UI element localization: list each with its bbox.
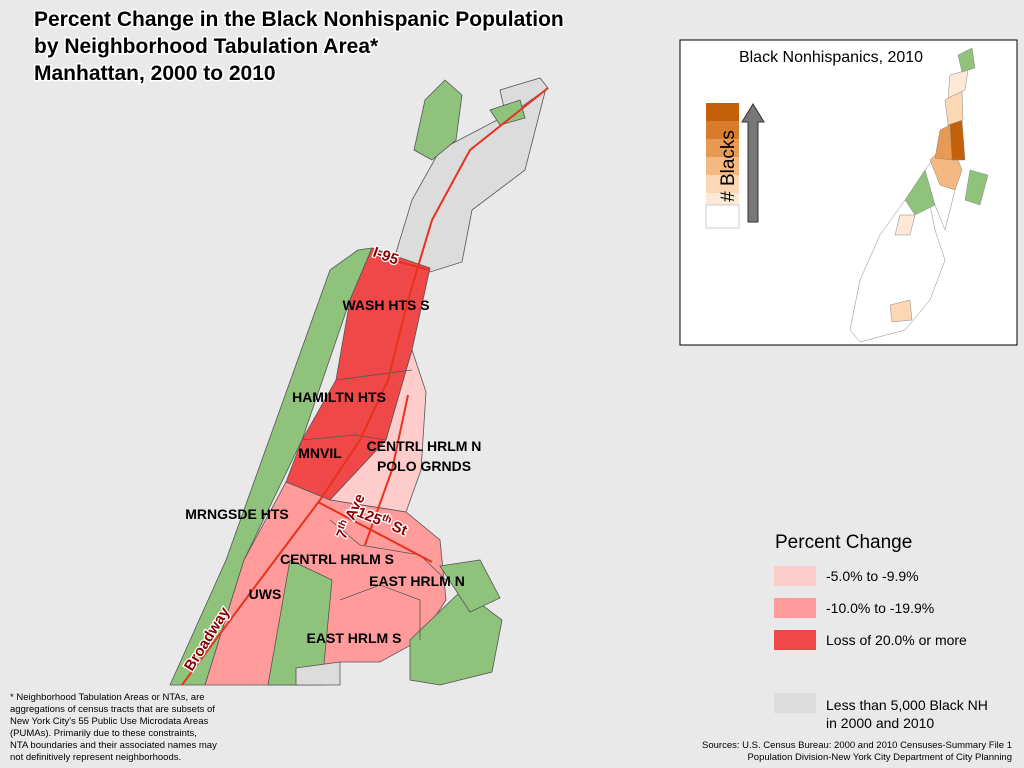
footnote-line: NTA boundaries and their associated name…: [10, 740, 217, 751]
source-line: Sources: U.S. Census Bureau: 2000 and 20…: [702, 740, 1012, 751]
boundary: [335, 369, 413, 381]
scale-step: [706, 193, 739, 205]
title-line: by Neighborhood Tabulation Area*: [34, 35, 379, 58]
boundary: [301, 434, 387, 441]
footnote-line: (PUMAs). Primarily due to these constrai…: [10, 728, 197, 739]
legend-title: Percent Change: [775, 532, 912, 553]
footnote-line: aggregations of census tracts that are s…: [10, 704, 215, 715]
park: [439, 559, 501, 613]
nta-label: EAST HRLM S: [307, 630, 402, 646]
nta-label: CENTRL HRLM N: [367, 438, 482, 454]
boundary: [339, 584, 421, 640]
nta-label: POLO GRNDS: [377, 458, 471, 474]
legend: Percent Change -5.0% to -9.9% -10.0% to -…: [774, 532, 988, 731]
inset: Black Nonhispanics, 2010 # Blacks: [679, 39, 1018, 346]
inset-map: [849, 47, 989, 343]
road: [181, 87, 549, 686]
nta-label: EAST HRLM N: [369, 573, 465, 589]
nta-label: MRNGSDE HTS: [185, 506, 288, 522]
scale-step: [706, 175, 739, 193]
title-line: Manhattan, 2000 to 2010: [34, 62, 276, 85]
sources: Sources: U.S. Census Bureau: 2000 and 20…: [702, 740, 1012, 763]
main-map: [169, 77, 549, 686]
legend-label: -10.0% to -19.9%: [826, 600, 934, 616]
legend-swatch: [774, 566, 816, 586]
road: [371, 254, 431, 271]
nta-label: UWS: [249, 586, 282, 602]
no-data-area: [295, 661, 341, 686]
footnote-line: not definitively represent neighborhoods…: [10, 752, 181, 763]
scale-arrow: [741, 103, 765, 223]
footnote: * Neighborhood Tabulation Areas or NTAs,…: [10, 692, 217, 763]
nta-label: MNVIL: [298, 445, 342, 461]
boundary: [329, 519, 447, 581]
legend-label: in 2000 and 2010: [826, 715, 934, 731]
legend-swatch: [774, 598, 816, 618]
title-line: Percent Change in the Black Nonhispanic …: [34, 8, 564, 31]
scale-label: # Blacks: [718, 130, 739, 202]
scale-step: [706, 157, 739, 175]
source-line: Population Division-New York City Depart…: [747, 752, 1012, 763]
scale-step: [705, 204, 740, 229]
legend-swatch: [774, 630, 816, 650]
nta-label: HAMILTN HTS: [292, 389, 386, 405]
road: [317, 501, 433, 563]
nta-label: WASH HTS S: [342, 297, 429, 313]
scale-step: [706, 139, 739, 157]
road: [364, 394, 409, 546]
park: [489, 99, 526, 126]
legend-label: Loss of 20.0% or more: [826, 632, 967, 648]
nta-label: CENTRL HRLM S: [280, 551, 394, 567]
legend-label: -5.0% to -9.9%: [826, 568, 919, 584]
footnote-line: * Neighborhood Tabulation Areas or NTAs,…: [10, 692, 205, 703]
scale-step: [706, 103, 739, 121]
park: [413, 79, 463, 161]
inset-title: Black Nonhispanics, 2010: [739, 49, 923, 66]
legend-label: Less than 5,000 Black NH: [826, 697, 988, 713]
legend-swatch: [774, 693, 816, 713]
footnote-line: New York City's 55 Public Use Microdata …: [10, 716, 208, 727]
scale-step: [706, 121, 739, 139]
